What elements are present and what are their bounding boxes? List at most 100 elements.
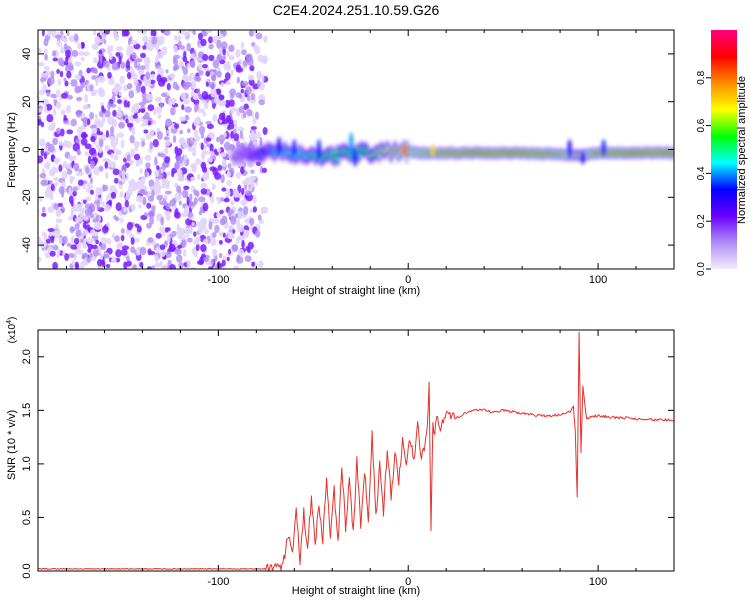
colorbar-tick-label: 0.0 (696, 262, 707, 276)
noise-blob (78, 171, 84, 176)
noise-blob (230, 130, 235, 139)
noise-blob (189, 226, 193, 235)
noise-blob (174, 123, 180, 129)
multiplier-close: ) (7, 317, 18, 320)
noise-blob (183, 51, 187, 59)
noise-blob (239, 130, 243, 139)
noise-blob (163, 147, 169, 155)
noise-blob (85, 196, 92, 202)
noise-blob (90, 229, 96, 236)
noise-blob (90, 244, 98, 250)
noise-blob (33, 234, 38, 239)
noise-blob (209, 81, 216, 89)
noise-blob (136, 83, 142, 93)
noise-blob (86, 257, 92, 263)
noise-blob (70, 244, 78, 250)
noise-blob (151, 205, 156, 214)
noise-blob (80, 238, 84, 243)
noise-blob (117, 106, 122, 112)
noise-blob (202, 53, 209, 62)
noise-blob (133, 59, 138, 69)
noise-blob (220, 100, 227, 106)
noise-blob (249, 30, 254, 37)
noise-blob (197, 260, 204, 265)
noise-blob (119, 242, 123, 248)
noise-blob (215, 196, 221, 201)
noise-blob (157, 114, 162, 119)
heatmap-y-tick-label: 0 (21, 146, 33, 152)
noise-blob (190, 176, 196, 182)
noise-blob (217, 199, 222, 205)
noise-blob (144, 61, 148, 67)
heatmap-x-tick-label: 100 (589, 274, 607, 286)
noise-blob (80, 198, 85, 207)
noise-blob (59, 128, 65, 137)
noise-blob (174, 211, 181, 219)
noise-blob (222, 232, 226, 238)
noise-blob (191, 221, 195, 227)
noise-blob (128, 159, 135, 165)
noise-blob (187, 76, 192, 81)
noise-blob (226, 171, 231, 178)
noise-blob (169, 264, 176, 269)
noise-blob (140, 108, 146, 113)
noise-blob (146, 39, 152, 45)
noise-blob (144, 154, 152, 162)
noise-blob (193, 231, 197, 237)
noise-blob (86, 67, 91, 74)
colorbar-tick-label: 0.8 (696, 70, 707, 84)
noise-blob (116, 110, 123, 118)
noise-blob (200, 38, 207, 47)
noise-blob (91, 75, 97, 80)
noise-blob (142, 115, 148, 120)
noise-blob (169, 73, 176, 79)
noise-blob (70, 79, 78, 87)
noise-blob (52, 261, 58, 269)
noise-blob (95, 77, 99, 87)
noise-blob (61, 170, 68, 179)
noise-blob (135, 247, 141, 256)
noise-blob (58, 164, 63, 172)
noise-blob (218, 252, 223, 259)
noise-blob (198, 210, 203, 216)
noise-blob (194, 253, 198, 258)
noise-blob (182, 143, 190, 149)
signal-spike (430, 144, 436, 157)
noise-blob (133, 153, 141, 161)
noise-blob (89, 202, 94, 209)
noise-blob (183, 74, 189, 83)
noise-blob (162, 178, 167, 186)
noise-blob (224, 72, 231, 81)
noise-blob (190, 80, 197, 89)
noise-blob (106, 45, 112, 55)
noise-blob (121, 175, 126, 184)
noise-blob (156, 105, 163, 114)
noise-blob (259, 166, 264, 174)
noise-blob (74, 61, 82, 67)
noise-blob (66, 70, 72, 79)
noise-blob (47, 76, 55, 86)
noise-blob (185, 81, 192, 88)
noise-blob (65, 49, 71, 59)
noise-blob (241, 240, 245, 249)
noise-blob (178, 262, 184, 269)
noise-blob (71, 49, 79, 58)
noise-blob (65, 56, 69, 62)
noise-blob (86, 182, 91, 188)
noise-blob (101, 201, 106, 208)
noise-blob (62, 38, 69, 43)
noise-blob (154, 184, 162, 192)
colorbar-tick-label: 0.2 (696, 214, 707, 228)
noise-blob (235, 49, 241, 58)
noise-blob (95, 239, 99, 245)
noise-blob (154, 56, 159, 64)
noise-blob (190, 266, 197, 269)
noise-blob (236, 254, 241, 262)
heatmap-y-label: Frequency (Hz) (6, 112, 18, 188)
noise-blob (183, 31, 190, 38)
noise-blob (104, 161, 109, 169)
noise-blob (38, 108, 43, 113)
noise-blob (132, 126, 136, 136)
noise-blob (131, 51, 137, 60)
noise-blob (120, 61, 126, 69)
